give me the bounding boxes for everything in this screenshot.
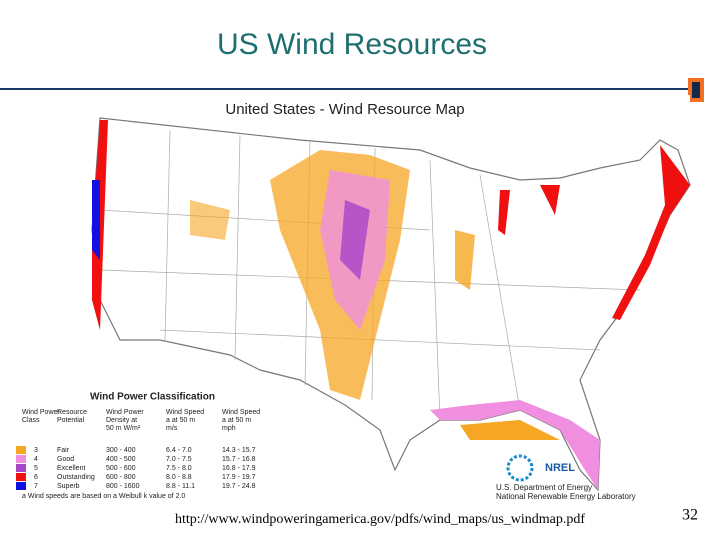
legend-header: Wind Power Density at 50 m W/m² [106, 409, 144, 432]
legend-cell: Outstanding [57, 474, 95, 481]
legend-cell: 500 - 600 [106, 465, 136, 472]
legend-swatch [16, 482, 26, 490]
legend-cell: Good [57, 456, 74, 463]
legend-header: Wind Speed a at 50 m mph [222, 409, 260, 432]
us-map [91, 117, 691, 492]
agency-line: U.S. Department of Energy [496, 483, 592, 492]
legend-cell: 4 [34, 456, 38, 463]
legend-cell: 19.7 - 24.8 [222, 483, 256, 490]
source-url: http://www.windpoweringamerica.gov/pdfs/… [175, 512, 585, 527]
legend-cell: 15.7 - 16.8 [222, 456, 256, 463]
legend-swatch [16, 464, 26, 472]
legend-title: Wind Power Classification [90, 392, 215, 403]
map-title: United States - Wind Resource Map [225, 101, 464, 118]
legend-cell: 8.8 - 11.1 [166, 483, 195, 490]
legend-cell: 6.4 - 7.0 [166, 447, 192, 454]
legend-cell: 16.8 - 17.9 [222, 465, 256, 472]
legend-swatch [16, 455, 26, 463]
legend-cell: 17.9 - 19.7 [222, 474, 256, 481]
slide-title: US Wind Resources [217, 28, 487, 61]
legend-cell: Excellent [57, 465, 85, 472]
legend-cell: 300 - 400 [106, 447, 136, 454]
legend-cell: 5 [34, 465, 38, 472]
legend-cell: Fair [57, 447, 70, 454]
legend-cell: 7.5 - 8.0 [166, 465, 192, 472]
legend-swatch [16, 446, 26, 454]
legend-cell: Superb [57, 483, 80, 490]
legend-header: Wind Speed a at 50 m m/s [166, 409, 204, 432]
legend-cell: 14.3 - 15.7 [222, 447, 256, 454]
legend-cell: 800 - 1600 [106, 483, 140, 490]
nrel-text: NREL [545, 462, 575, 474]
legend-cell: 3 [34, 447, 38, 454]
nrel-logo: NREL [506, 454, 575, 482]
legend-cell: 7 [34, 483, 38, 490]
page-number: 32 [682, 507, 698, 524]
legend-cell: 600 - 800 [106, 474, 136, 481]
legend-cell: 400 - 500 [106, 456, 136, 463]
legend-footnote: a Wind speeds are based on a Weibull k v… [22, 493, 185, 500]
university-logo [688, 78, 704, 102]
legend-header: Resource Potential [57, 409, 87, 424]
legend-cell: 7.0 - 7.5 [166, 456, 192, 463]
legend-cell: 8.0 - 8.8 [166, 474, 192, 481]
legend-cell: 6 [34, 474, 38, 481]
legend-header: Wind Power Class [22, 409, 60, 424]
agency-line: National Renewable Energy Laboratory [496, 492, 636, 501]
legend-swatch [16, 473, 26, 481]
